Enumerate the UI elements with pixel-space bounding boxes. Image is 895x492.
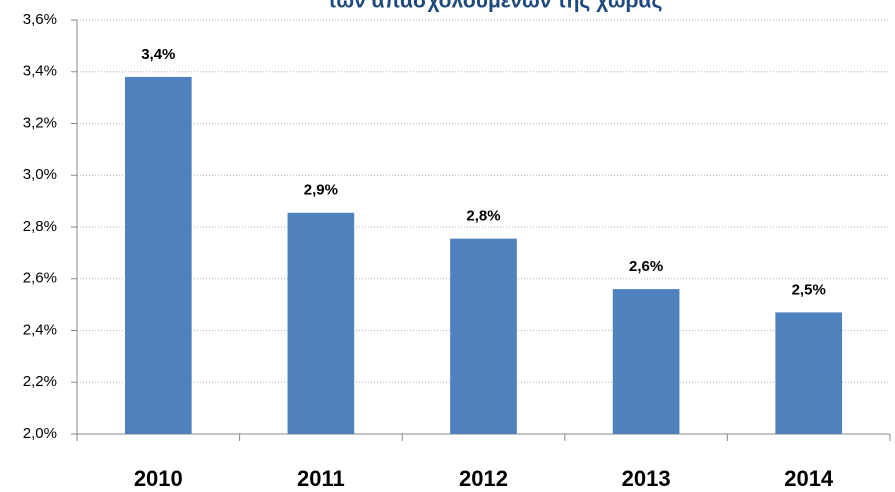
bar <box>775 312 843 434</box>
y-tick-label: 3,6% <box>23 11 57 28</box>
x-tick-label: 2012 <box>459 466 508 491</box>
y-tick-label: 2,4% <box>23 321 57 338</box>
chart-title: των απασχολουμένων της χώρας <box>328 0 663 13</box>
x-tick-label: 2010 <box>134 466 183 491</box>
y-tick-label: 2,6% <box>23 270 57 287</box>
data-label: 3,4% <box>141 46 175 63</box>
y-tick-label: 2,8% <box>23 218 57 235</box>
bar <box>124 76 192 435</box>
x-tick-label: 2011 <box>297 466 345 491</box>
bar <box>287 212 355 434</box>
y-tick-label: 2,0% <box>23 425 57 442</box>
y-tick-label: 2,2% <box>23 373 57 390</box>
y-tick-label: 3,2% <box>23 114 57 131</box>
bar <box>450 238 517 434</box>
data-label: 2,5% <box>792 281 826 298</box>
y-tick-label: 3,0% <box>23 166 57 183</box>
data-label: 2,9% <box>304 182 338 199</box>
data-label: 2,6% <box>629 258 663 275</box>
bar <box>612 289 680 434</box>
x-tick-label: 2013 <box>622 466 671 491</box>
y-tick-label: 3,4% <box>23 63 57 80</box>
x-tick-label: 2014 <box>784 466 834 491</box>
data-label: 2,8% <box>466 208 500 225</box>
